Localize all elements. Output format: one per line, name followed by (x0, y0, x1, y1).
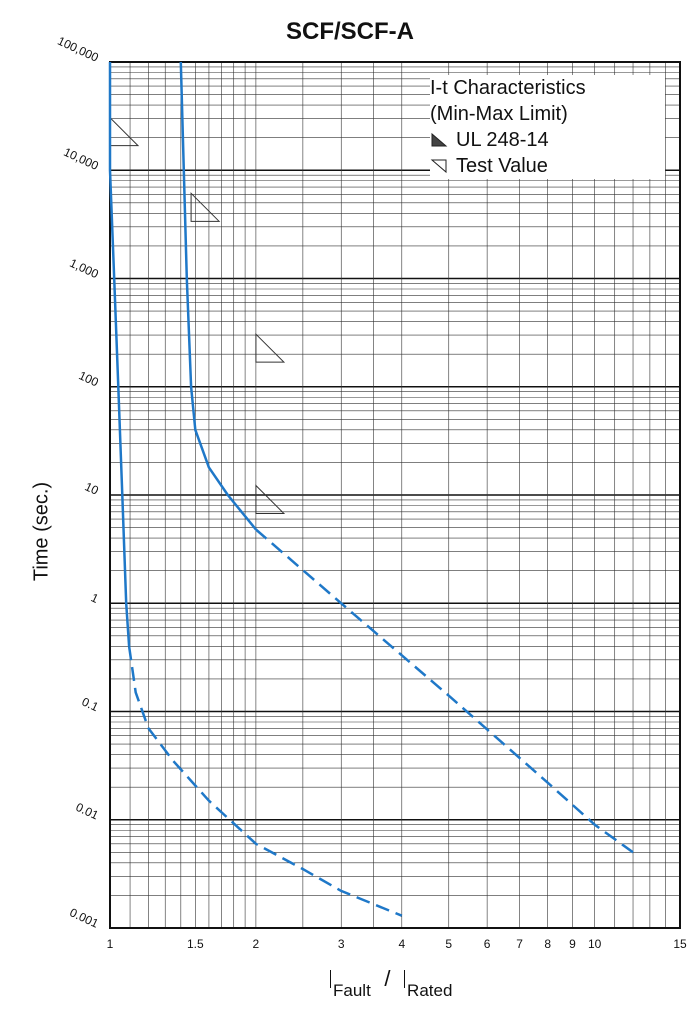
x-axis-label-slash: / (384, 966, 391, 991)
legend: I-t Characteristics (Min-Max Limit) UL 2… (430, 75, 665, 179)
y-tick-label: 10,000 (61, 145, 100, 173)
x-tick-label: 7 (516, 937, 523, 951)
x-tick-label: 4 (398, 937, 405, 951)
legend-title-line2: (Min-Max Limit) (430, 103, 568, 125)
y-tick-label: 10 (83, 479, 101, 497)
y-tick-label: 0.001 (68, 905, 101, 931)
test-value-marker (255, 332, 286, 363)
x-tick-label: 6 (484, 937, 491, 951)
x-tick-label: 8 (544, 937, 551, 951)
legend-title-line1: I-t Characteristics (430, 77, 586, 99)
x-tick-label: 2 (253, 937, 260, 951)
open-triangle-icon (430, 159, 447, 174)
plot-frame (109, 61, 681, 929)
test-value-marker (190, 192, 221, 222)
x-tick-label: 5 (445, 937, 452, 951)
x-tick-label: 1 (107, 937, 114, 951)
series-1-solid-line (108, 62, 131, 647)
y-tick-label: 1,000 (68, 256, 101, 282)
x-tick-label: 15 (673, 937, 687, 951)
y-tick-label: 100 (77, 368, 101, 389)
y-tick-label: 1 (89, 590, 101, 606)
x-tick-label: 9 (569, 937, 576, 951)
series-2-dashed-line (255, 528, 634, 854)
filled-triangle-icon (431, 132, 448, 147)
x-axis-label-bar (330, 970, 331, 988)
test-value-marker (109, 116, 140, 147)
legend-item-test: Test Value (430, 153, 665, 179)
legend-label-test: Test Value (456, 155, 548, 177)
x-tick-label: 10 (588, 937, 602, 951)
series-2-solid-line (179, 61, 257, 531)
y-tick-label: 0.01 (74, 800, 101, 823)
test-value-marker (255, 484, 286, 514)
y-tick-label: 100,000 (55, 34, 101, 65)
legend-label-ul: UL 248-14 (456, 129, 549, 151)
chart-title: SCF/SCF-A (286, 18, 414, 45)
x-axis-label-sub-rated: Rated (407, 981, 453, 1000)
series-1-dashed-line (127, 646, 403, 917)
x-axis-label-bar (404, 970, 406, 988)
x-tick-label: 1.5 (187, 937, 204, 951)
x-tick-label: 3 (338, 937, 345, 951)
legend-item-ul: UL 248-14 (430, 127, 665, 153)
x-axis-label-sub-fault: Fault (333, 981, 371, 1000)
y-tick-label: 0.1 (80, 694, 101, 714)
x-axis-label: Fault / Rated (330, 966, 452, 1000)
